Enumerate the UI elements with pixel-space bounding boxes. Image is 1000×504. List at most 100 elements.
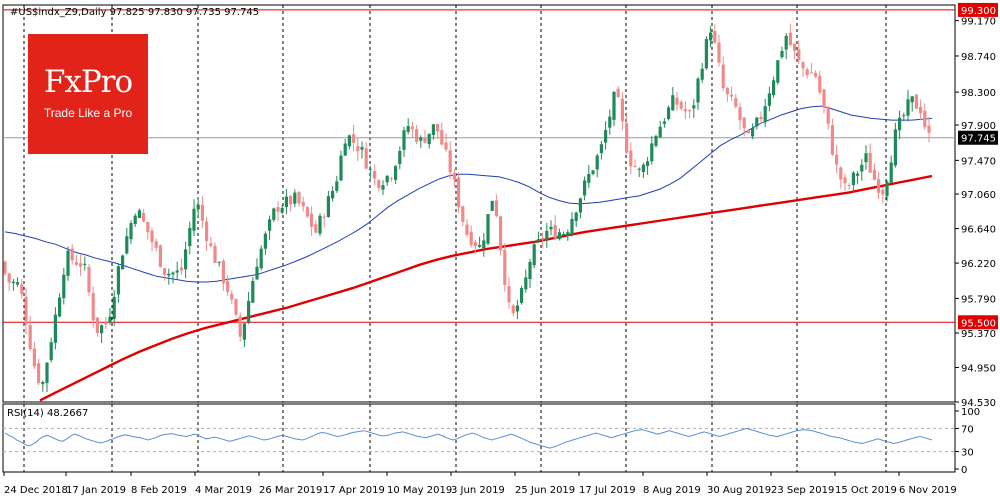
candle-up: [129, 223, 133, 240]
candle-up: [331, 190, 335, 199]
candle-up: [515, 305, 519, 312]
candle-down: [914, 94, 918, 109]
candle-down: [494, 200, 498, 217]
candle-down: [230, 293, 234, 300]
rsi-tick-label: 70: [961, 424, 974, 435]
candle-up: [242, 323, 246, 340]
candle-up: [536, 239, 540, 242]
date-label: 10 May 2019: [387, 485, 452, 496]
candle-down: [881, 189, 885, 195]
candle-up: [864, 153, 868, 163]
candle-up: [709, 32, 713, 41]
candle-up: [763, 106, 767, 123]
candle-up: [171, 272, 175, 275]
candle-up: [335, 181, 339, 191]
candle-up: [167, 273, 171, 276]
candle-down: [826, 106, 830, 124]
candle-down: [142, 213, 146, 222]
candle-down: [805, 69, 809, 76]
candle-down: [625, 123, 629, 153]
candle-up: [662, 121, 666, 124]
candle-down: [809, 72, 813, 74]
candle-up: [53, 314, 57, 343]
candle-up: [557, 232, 561, 240]
candle-down: [7, 273, 11, 283]
candle-down: [444, 142, 448, 150]
candle-up: [339, 155, 343, 181]
candle-up: [419, 137, 423, 141]
candle-down: [801, 62, 805, 69]
candle-down: [872, 169, 876, 180]
candle-down: [146, 221, 150, 233]
candle-up: [667, 107, 671, 120]
candle-down: [448, 150, 452, 173]
candle-down: [163, 268, 167, 275]
candle-down: [221, 260, 225, 284]
candle-up: [318, 215, 322, 234]
price-tick-label: 94.950: [961, 363, 996, 374]
rsi-tick-label: 100: [961, 407, 980, 418]
candle-up: [255, 266, 259, 280]
candle-down: [310, 213, 314, 227]
candle-down: [847, 185, 851, 187]
candle-up: [16, 282, 20, 285]
candle-up: [137, 210, 141, 219]
candle-down: [877, 179, 881, 193]
candle-up: [490, 200, 494, 211]
candle-down: [927, 125, 931, 133]
candle-down: [830, 125, 834, 155]
candle-up: [251, 280, 255, 303]
candle-up: [343, 143, 347, 156]
candle-down: [389, 178, 393, 180]
level-label: 95.500: [961, 318, 996, 329]
candle-up: [263, 233, 267, 249]
level-tag: [958, 315, 998, 330]
date-label: 17 Jan 2019: [66, 485, 126, 496]
candle-up: [583, 180, 587, 196]
candle-down: [633, 166, 637, 168]
candle-up: [889, 162, 893, 183]
candle-down: [423, 137, 427, 143]
candle-down: [179, 267, 183, 271]
candle-up: [11, 281, 15, 284]
candle-down: [37, 363, 41, 384]
candle-up: [524, 277, 528, 290]
candle-up: [272, 208, 276, 220]
candle-up: [402, 130, 406, 150]
date-label: 8 Aug 2019: [643, 485, 701, 496]
candle-up: [381, 185, 385, 190]
candle-down: [511, 305, 515, 314]
candle-down: [226, 280, 230, 292]
price-tick-label: 98.740: [961, 52, 996, 63]
candle-down: [679, 101, 683, 109]
candle-up: [641, 164, 645, 172]
price-tick-label: 98.300: [961, 88, 996, 99]
candle-down: [843, 177, 847, 184]
candle-up: [112, 296, 116, 319]
candle-down: [154, 241, 158, 248]
candle-up: [578, 198, 582, 213]
candle-up: [192, 208, 196, 231]
candle-down: [839, 167, 843, 180]
price-tick-label: 95.370: [961, 329, 996, 340]
candle-up: [293, 192, 297, 204]
candle-up: [898, 117, 902, 131]
candle-down: [79, 263, 83, 267]
candle-up: [62, 274, 66, 299]
last-price-tag: [958, 130, 998, 145]
candle-up: [385, 175, 389, 183]
candle-up: [692, 105, 696, 109]
candle-down: [793, 43, 797, 51]
candle-down: [364, 148, 368, 169]
candle-up: [755, 117, 759, 127]
candle-up: [217, 261, 221, 263]
candle-down: [742, 117, 746, 129]
candle-down: [713, 30, 717, 43]
candle-down: [868, 153, 872, 173]
candle-down: [629, 150, 633, 167]
candle-up: [851, 172, 855, 186]
candle-down: [814, 72, 818, 77]
candle-up: [100, 325, 104, 334]
candle-down: [158, 245, 162, 267]
candle-up: [696, 78, 700, 103]
